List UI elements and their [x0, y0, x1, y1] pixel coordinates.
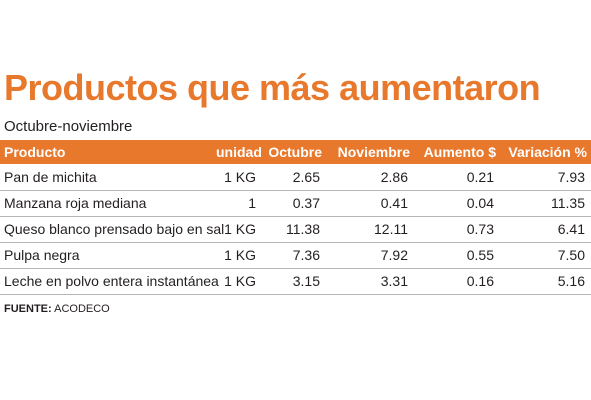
cell-noviembre: 12.11 [326, 216, 414, 243]
header-unidad: unidad [216, 144, 262, 160]
table-row: Manzana roja mediana 1 0.37 0.41 0.04 11… [0, 190, 591, 217]
cell-producto: Leche en polvo entera instantánea [0, 268, 219, 295]
cell-variacion: 7.50 [500, 242, 591, 269]
table-header-row: Producto unidad Octubre Noviembre Aument… [0, 140, 591, 164]
cell-unidad: 1 KG [212, 242, 262, 269]
source-label: FUENTE: [4, 303, 52, 315]
header-variacion: Variación % [508, 144, 587, 160]
cell-producto: Pulpa negra [0, 242, 212, 269]
source-note: FUENTE: ACODECO [4, 303, 110, 315]
chart-subtitle: Octubre-noviembre [4, 118, 133, 135]
cell-unidad: 1 KG [212, 268, 262, 295]
cell-unidad: 1 [212, 190, 262, 217]
table-row: Pan de michita 1 KG 2.65 2.86 0.21 7.93 [0, 164, 591, 191]
header-noviembre: Noviembre [337, 144, 410, 160]
cell-noviembre: 7.92 [326, 242, 414, 269]
cell-variacion: 5.16 [500, 268, 591, 295]
table-row: Leche en polvo entera instantánea 1 KG 3… [0, 268, 591, 295]
cell-producto: Pan de michita [0, 164, 212, 191]
cell-aumento: 0.21 [414, 164, 500, 191]
header-producto: Producto [4, 144, 66, 160]
source-value: ACODECO [54, 303, 110, 315]
header-aumento: Aumento $ [423, 144, 496, 160]
cell-aumento: 0.73 [414, 216, 500, 243]
cell-variacion: 11.35 [500, 190, 591, 217]
chart-title: Productos que más aumentaron [4, 67, 541, 108]
cell-variacion: 7.93 [500, 164, 591, 191]
cell-noviembre: 2.86 [326, 164, 414, 191]
cell-unidad: 1 KG [212, 216, 262, 243]
header-octubre: Octubre [268, 144, 322, 160]
cell-octubre: 0.37 [262, 190, 326, 217]
cell-octubre: 7.36 [262, 242, 326, 269]
cell-producto: Manzana roja mediana [0, 190, 212, 217]
cell-aumento: 0.16 [414, 268, 500, 295]
cell-noviembre: 0.41 [326, 190, 414, 217]
cell-variacion: 6.41 [500, 216, 591, 243]
table-row: Pulpa negra 1 KG 7.36 7.92 0.55 7.50 [0, 242, 591, 269]
table-row: Queso blanco prensado bajo en sal 1 KG 1… [0, 216, 591, 243]
cell-producto: Queso blanco prensado bajo en sal [0, 216, 224, 243]
cell-octubre: 11.38 [262, 216, 326, 243]
cell-noviembre: 3.31 [326, 268, 414, 295]
cell-octubre: 2.65 [262, 164, 326, 191]
cell-aumento: 0.04 [414, 190, 500, 217]
cell-unidad: 1 KG [212, 164, 262, 191]
cell-octubre: 3.15 [262, 268, 326, 295]
cell-aumento: 0.55 [414, 242, 500, 269]
price-table: Producto unidad Octubre Noviembre Aument… [0, 140, 591, 295]
